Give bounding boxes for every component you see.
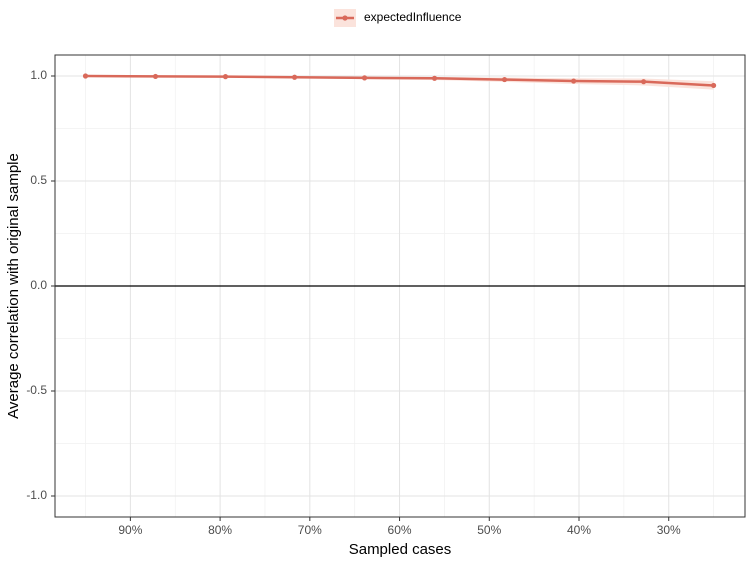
y-tick-label: 0.0 [30,278,47,292]
legend-label: expectedInfluence [364,10,462,24]
legend-point [342,15,348,21]
series-line [85,74,714,87]
data-point [361,75,368,81]
x-tick-label: 50% [477,523,501,537]
x-tick-label: 40% [567,523,591,537]
data-point [291,74,298,80]
data-point [710,82,717,89]
x-tick-label: 90% [118,523,142,537]
x-tick-label: 70% [298,523,322,537]
data-point [152,73,159,80]
data-point [222,74,229,80]
data-point [82,73,89,79]
panel-border [54,54,746,518]
data-point [641,79,647,85]
y-tick-label: 1.0 [30,68,47,82]
data-point [431,75,438,81]
y-tick-label: -0.5 [26,383,47,397]
confidence-band [85,76,714,90]
y-axis-title: Average correlation with original sample [5,153,22,419]
y-tick-label: -1.0 [26,488,47,502]
x-tick-label: 30% [657,523,681,537]
x-tick-label: 60% [388,523,412,537]
x-axis-title: Sampled cases [349,541,452,558]
data-point [501,76,508,83]
y-tick-label: 0.5 [30,173,47,187]
x-tick-label: 80% [208,523,232,537]
data-point [571,78,577,84]
